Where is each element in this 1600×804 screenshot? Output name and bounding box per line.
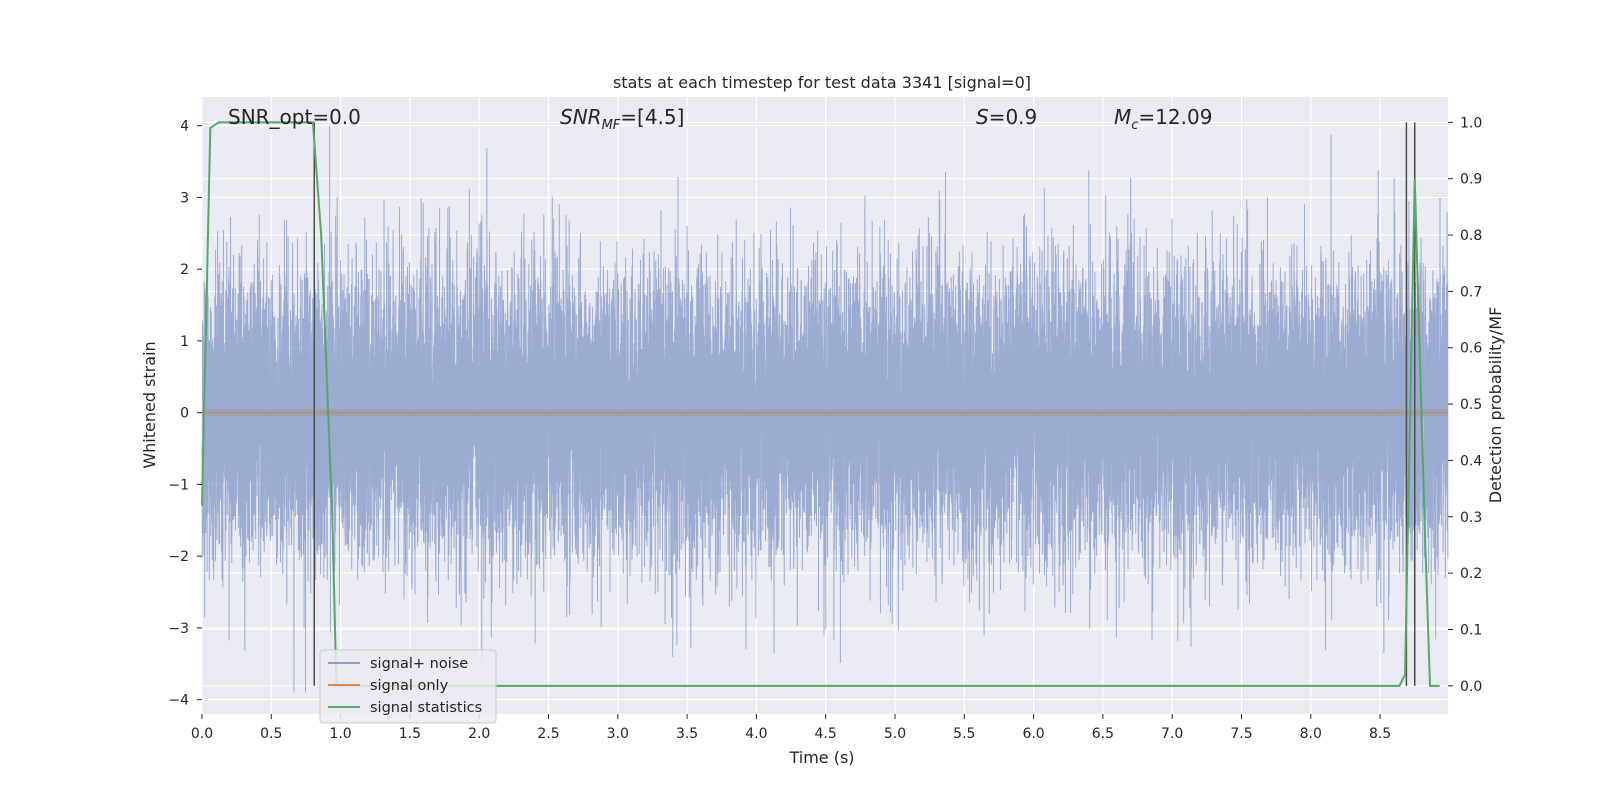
mc-value: =12.09	[1138, 105, 1212, 129]
annotation-snr-mf: SNRMF=[4.5]	[560, 105, 684, 133]
y2-tick-label-8: 0.2	[1460, 566, 1482, 582]
x-tick-label-10: 5.0	[884, 726, 906, 742]
x-tick-label-13: 6.5	[1092, 726, 1114, 742]
y-tick-label-3: 1	[180, 334, 189, 350]
x-tick-label-4: 2.0	[468, 726, 490, 742]
s-value: =0.9	[989, 105, 1038, 129]
legend-label-noise: signal+ noise	[370, 656, 468, 672]
x-tick-label-8: 4.0	[745, 726, 767, 742]
x-tick-label-0: 0.0	[191, 726, 213, 742]
y2-tick-label-2: 0.8	[1460, 228, 1482, 244]
s-symbol: S	[976, 105, 989, 129]
snr-symbol: SNR	[560, 105, 602, 129]
y2-tick-label-6: 0.4	[1460, 453, 1482, 469]
mf-subscript: MF	[602, 118, 621, 133]
y2-axis-ticks: 1.0 0.9 0.8 0.7 0.6 0.5 0.4 0.3 0.2 0.1 0.0	[1448, 115, 1482, 695]
annotation-mc: Mc=12.09	[1114, 105, 1212, 133]
y2-tick-label-4: 0.6	[1460, 341, 1482, 357]
x-tick-label-6: 3.0	[607, 726, 629, 742]
y-tick-label-1: 3	[180, 190, 189, 206]
chart-title: stats at each timestep for test data 334…	[613, 73, 1031, 92]
x-tick-label-7: 3.5	[676, 726, 698, 742]
legend-box	[319, 649, 497, 724]
annotations: SNR_opt=0.0 SNRMF=[4.5] S=0.9 Mc=12.09	[228, 105, 1212, 133]
legend-label-signal: signal only	[370, 678, 449, 694]
y2-tick-label-5: 0.5	[1460, 397, 1482, 413]
snr-mf-value: =[4.5]	[620, 105, 684, 129]
x-tick-label-17: 8.5	[1369, 726, 1391, 742]
y2-tick-label-1: 0.9	[1460, 172, 1482, 188]
x-tick-label-12: 6.0	[1022, 726, 1044, 742]
annotation-s: S=0.9	[976, 105, 1037, 129]
x-tick-label-14: 7.0	[1161, 726, 1183, 742]
signal-noise-line	[201, 125, 1449, 693]
x-tick-label-5: 2.5	[537, 726, 559, 742]
y-tick-label-0: 4	[180, 119, 189, 135]
x-axis-label: Time (s)	[788, 748, 854, 767]
y2-tick-label-9: 0.1	[1460, 622, 1482, 638]
y-axis-label: Whitened strain	[140, 341, 159, 468]
y2-tick-label-10: 0.0	[1460, 679, 1482, 695]
x-tick-label-9: 4.5	[815, 726, 837, 742]
x-tick-label-11: 5.5	[953, 726, 975, 742]
annotation-snr-opt: SNR_opt=0.0	[228, 105, 361, 129]
y-tick-label-2: 2	[180, 262, 189, 278]
y2-tick-label-0: 1.0	[1460, 115, 1482, 131]
y-tick-label-4: 0	[180, 406, 189, 422]
y-tick-label-7: −3	[168, 621, 189, 637]
c-subscript: c	[1131, 118, 1138, 133]
y-tick-label-6: −2	[168, 549, 189, 565]
y2-axis-label: Detection probability/MF	[1486, 307, 1505, 504]
y-tick-label-5: −1	[168, 477, 189, 493]
x-tick-label-15: 7.5	[1230, 726, 1252, 742]
y2-tick-label-7: 0.3	[1460, 510, 1482, 526]
x-axis-ticks: 0.0 0.5 1.0 1.5 2.0 2.5 3.0 3.5 4.0 4.5 5.0 5.5 6.0 6…	[191, 714, 1391, 742]
x-tick-label-16: 8.0	[1300, 726, 1322, 742]
x-tick-label-2: 1.0	[329, 726, 351, 742]
y-axis-ticks: 4 3 2 1 0 −1 −2 −3 −4	[168, 119, 202, 709]
y-tick-label-8: −4	[168, 693, 189, 709]
legend-label-stats: signal statistics	[370, 700, 482, 716]
y2-tick-label-3: 0.7	[1460, 284, 1482, 300]
legend: signal+ noise signal only signal statist…	[319, 649, 497, 724]
x-tick-label-3: 1.5	[399, 726, 421, 742]
signal-noise-trace	[201, 125, 1449, 693]
m-symbol: M	[1114, 105, 1131, 129]
x-tick-label-1: 0.5	[260, 726, 282, 742]
